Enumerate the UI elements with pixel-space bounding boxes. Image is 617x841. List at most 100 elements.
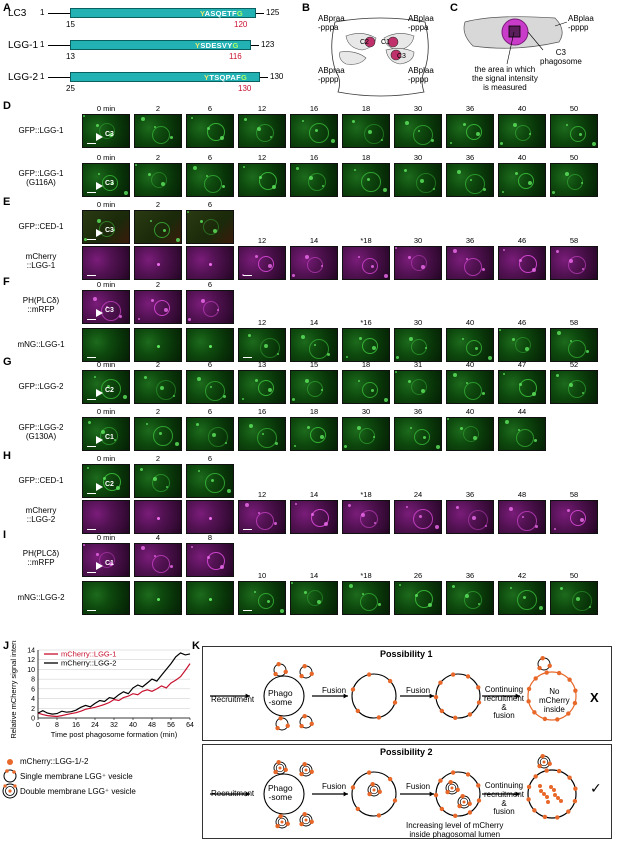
protein-start: 1: [40, 8, 45, 17]
puncta: [525, 347, 529, 351]
protein-red-num: 120: [234, 20, 248, 29]
panel-label-f: F: [3, 276, 10, 288]
puncta: [539, 606, 543, 610]
row-label-i2: mNG::LGG-2: [2, 593, 80, 602]
time-label: 30: [361, 407, 371, 416]
k2-lumen-dot: [553, 793, 557, 797]
micrograph-frame: [186, 581, 234, 615]
k2-internal-vesicle-inner: [369, 785, 379, 795]
protein-sequence-label: YSDESVYG: [195, 41, 239, 50]
k2-membrane-dot: [350, 785, 356, 790]
k1-membrane-dot: [366, 672, 372, 677]
time-label: 0 min: [96, 407, 116, 416]
k1-fusion-1: Fusion: [322, 686, 347, 695]
micrograph-frame: [186, 543, 234, 577]
puncta: [244, 118, 247, 121]
puncta: [579, 133, 582, 136]
k2-membrane-dot: [573, 786, 578, 791]
k2-arrow-fusion-1-head: [343, 791, 348, 797]
k2-vesicle-dot: [278, 813, 283, 819]
phagosome-ring: [257, 428, 277, 448]
micrograph-frame: [134, 246, 182, 280]
puncta: [513, 123, 517, 127]
puncta: [408, 380, 411, 383]
puncta: [111, 182, 114, 185]
time-label: 14: [309, 571, 319, 580]
k2-lumen-dot: [538, 784, 542, 788]
phagosome-ring: [154, 222, 170, 238]
puncta: [502, 191, 504, 193]
puncta: [296, 167, 299, 170]
micrograph-frame: [238, 581, 286, 615]
puncta: [473, 436, 477, 440]
k2-internal-vesicle-dot: [455, 787, 460, 792]
scale-bar: [87, 318, 96, 320]
puncta: [191, 546, 193, 548]
puncta: [428, 603, 432, 607]
scale-bar: [87, 142, 96, 144]
k1-membrane-dot: [450, 672, 456, 677]
phagosome-ring: [416, 173, 436, 193]
puncta: [84, 238, 87, 241]
protein-domain-bar: [70, 72, 260, 82]
k2-vesicle-dot: [285, 821, 290, 826]
puncta: [359, 337, 362, 340]
time-label: 2: [155, 153, 161, 162]
puncta: [209, 517, 212, 520]
y-tick-label: 4: [31, 696, 35, 703]
y-tick-label: 14: [27, 648, 35, 655]
puncta: [362, 593, 364, 595]
panel-label-i: I: [3, 529, 7, 541]
arrowhead-icon: [96, 309, 103, 317]
micrograph-frame: C1: [82, 417, 130, 451]
puncta: [255, 255, 258, 258]
phagosome-ring: [256, 512, 274, 530]
arrowhead-icon: [96, 483, 103, 491]
puncta: [503, 249, 505, 251]
phagosome-ring: [156, 380, 176, 400]
micrograph-frame: [186, 290, 234, 324]
phagosome-ring: [311, 509, 329, 527]
puncta: [268, 388, 272, 392]
puncta: [277, 353, 279, 355]
protein-line: [48, 77, 70, 78]
protein-end: 125: [266, 8, 280, 17]
phagosome-ring: [99, 552, 115, 568]
puncta: [150, 220, 152, 222]
micrograph-frame: [82, 328, 130, 362]
scale-bar: [87, 191, 96, 193]
time-label: 6: [207, 200, 213, 209]
k1-vesicle-dot: [278, 715, 283, 721]
puncta: [515, 172, 518, 175]
puncta: [519, 259, 522, 262]
y-tick-label: 8: [31, 677, 35, 684]
phagosome-ring: [464, 258, 482, 276]
k2-vesicle-core: [542, 760, 546, 764]
k2-vesicle-dot: [299, 771, 304, 777]
scale-bar: [87, 238, 96, 240]
puncta: [255, 379, 258, 382]
puncta: [569, 383, 573, 387]
k2-increasing: Increasing level of mCherry inside phagos…: [406, 821, 504, 839]
protein-tail-line: [260, 77, 268, 78]
puncta: [93, 297, 97, 301]
row-label-line: mCherry: [25, 252, 57, 261]
phagosome-ring: [570, 126, 586, 142]
label-c1: C1: [381, 39, 390, 46]
phagosome-ring: [260, 338, 280, 358]
row-label-line: (G130A): [25, 432, 57, 442]
puncta: [88, 421, 91, 424]
time-label: 18: [361, 104, 371, 113]
puncta: [528, 181, 532, 185]
puncta: [420, 179, 424, 183]
k1-vesicle-dot: [309, 671, 314, 676]
puncta: [453, 373, 457, 377]
time-label: 0 min: [96, 153, 116, 162]
possibility-1-title: Possibility 1: [380, 649, 433, 659]
puncta: [206, 175, 208, 177]
micrograph-frame: [134, 370, 182, 404]
puncta: [431, 139, 434, 142]
row-label-h1: GFP::CED-1: [2, 476, 80, 485]
time-label: 2: [155, 407, 161, 416]
puncta: [83, 544, 85, 546]
